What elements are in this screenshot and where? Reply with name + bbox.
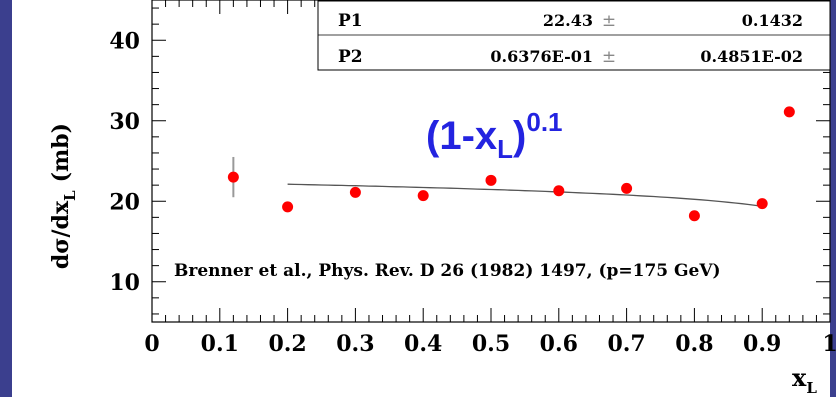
stats-box-frame: [317, 0, 831, 71]
y-tick-label: 40: [109, 28, 140, 54]
data-point: [349, 186, 361, 198]
data-point: [417, 190, 429, 202]
y-axis-label-sub: L: [61, 190, 79, 201]
fit-formula: (1-xL)0.1: [426, 107, 563, 164]
data-point: [621, 182, 633, 194]
data-point: [282, 201, 294, 213]
y-axis-tick-labels: 10 20 30 40: [109, 28, 140, 296]
x-tick-label: 0.8: [675, 331, 713, 357]
stats-p1-error: 0.1432: [742, 11, 803, 30]
y-tick-label: 10: [109, 270, 140, 296]
data-point: [688, 210, 700, 222]
y-tick-label: 20: [109, 189, 140, 215]
stats-p2-pm: ±: [602, 47, 616, 67]
stats-p1-pm: ±: [602, 11, 616, 31]
x-tick-label: 0.5: [472, 331, 510, 357]
formula-subscript: L: [497, 134, 513, 164]
data-points-layer: [227, 106, 795, 222]
x-tick-label: 0.6: [540, 331, 578, 357]
fit-curve: [287, 183, 763, 207]
y-axis-label-unit: (mb): [48, 123, 74, 182]
stats-p2-name: P2: [338, 47, 363, 67]
stats-p2-error: 0.4851E-02: [700, 47, 803, 66]
stats-p1-name: P1: [338, 11, 363, 31]
y-tick-label: 30: [109, 109, 140, 135]
y-axis-label-main: dσ/dx: [48, 200, 74, 269]
x-tick-label: 0.1: [201, 331, 239, 357]
fit-stats-box: P1 22.43 ± 0.1432 P2 0.6376E-01 ± 0.4851…: [317, 0, 831, 71]
x-tick-label: 1: [822, 331, 836, 357]
data-point: [485, 174, 497, 186]
x-tick-label: 0.9: [743, 331, 781, 357]
formula-superscript: 0.1: [526, 107, 562, 137]
stats-p2-value: 0.6376E-01: [490, 47, 593, 66]
data-point: [553, 185, 565, 197]
data-point: [756, 198, 768, 210]
x-axis-label: xL: [792, 363, 817, 397]
x-axis-label-sub: L: [806, 379, 817, 397]
data-point: [783, 106, 795, 118]
reference-annotation: Brenner et al., Phys. Rev. D 26 (1982) 1…: [174, 261, 721, 281]
fit-curve-layer: [287, 183, 763, 207]
x-tick-label: 0.3: [336, 331, 374, 357]
x-axis-tick-labels: 0 0.1 0.2 0.3 0.4 0.5 0.6 0.7 0.8 0.9 1: [144, 331, 836, 357]
formula-base: (1-x: [426, 114, 497, 158]
x-axis-label-main: x: [792, 363, 807, 392]
x-tick-label: 0.2: [268, 331, 306, 357]
formula-close: ): [513, 114, 526, 158]
stats-p1-value: 22.43: [543, 11, 593, 30]
y-axis-label: dσ/dxL (mb): [48, 123, 79, 269]
data-point: [227, 171, 239, 183]
x-tick-label: 0: [144, 331, 159, 357]
x-tick-label: 0.4: [404, 331, 442, 357]
x-tick-label: 0.7: [607, 331, 645, 357]
